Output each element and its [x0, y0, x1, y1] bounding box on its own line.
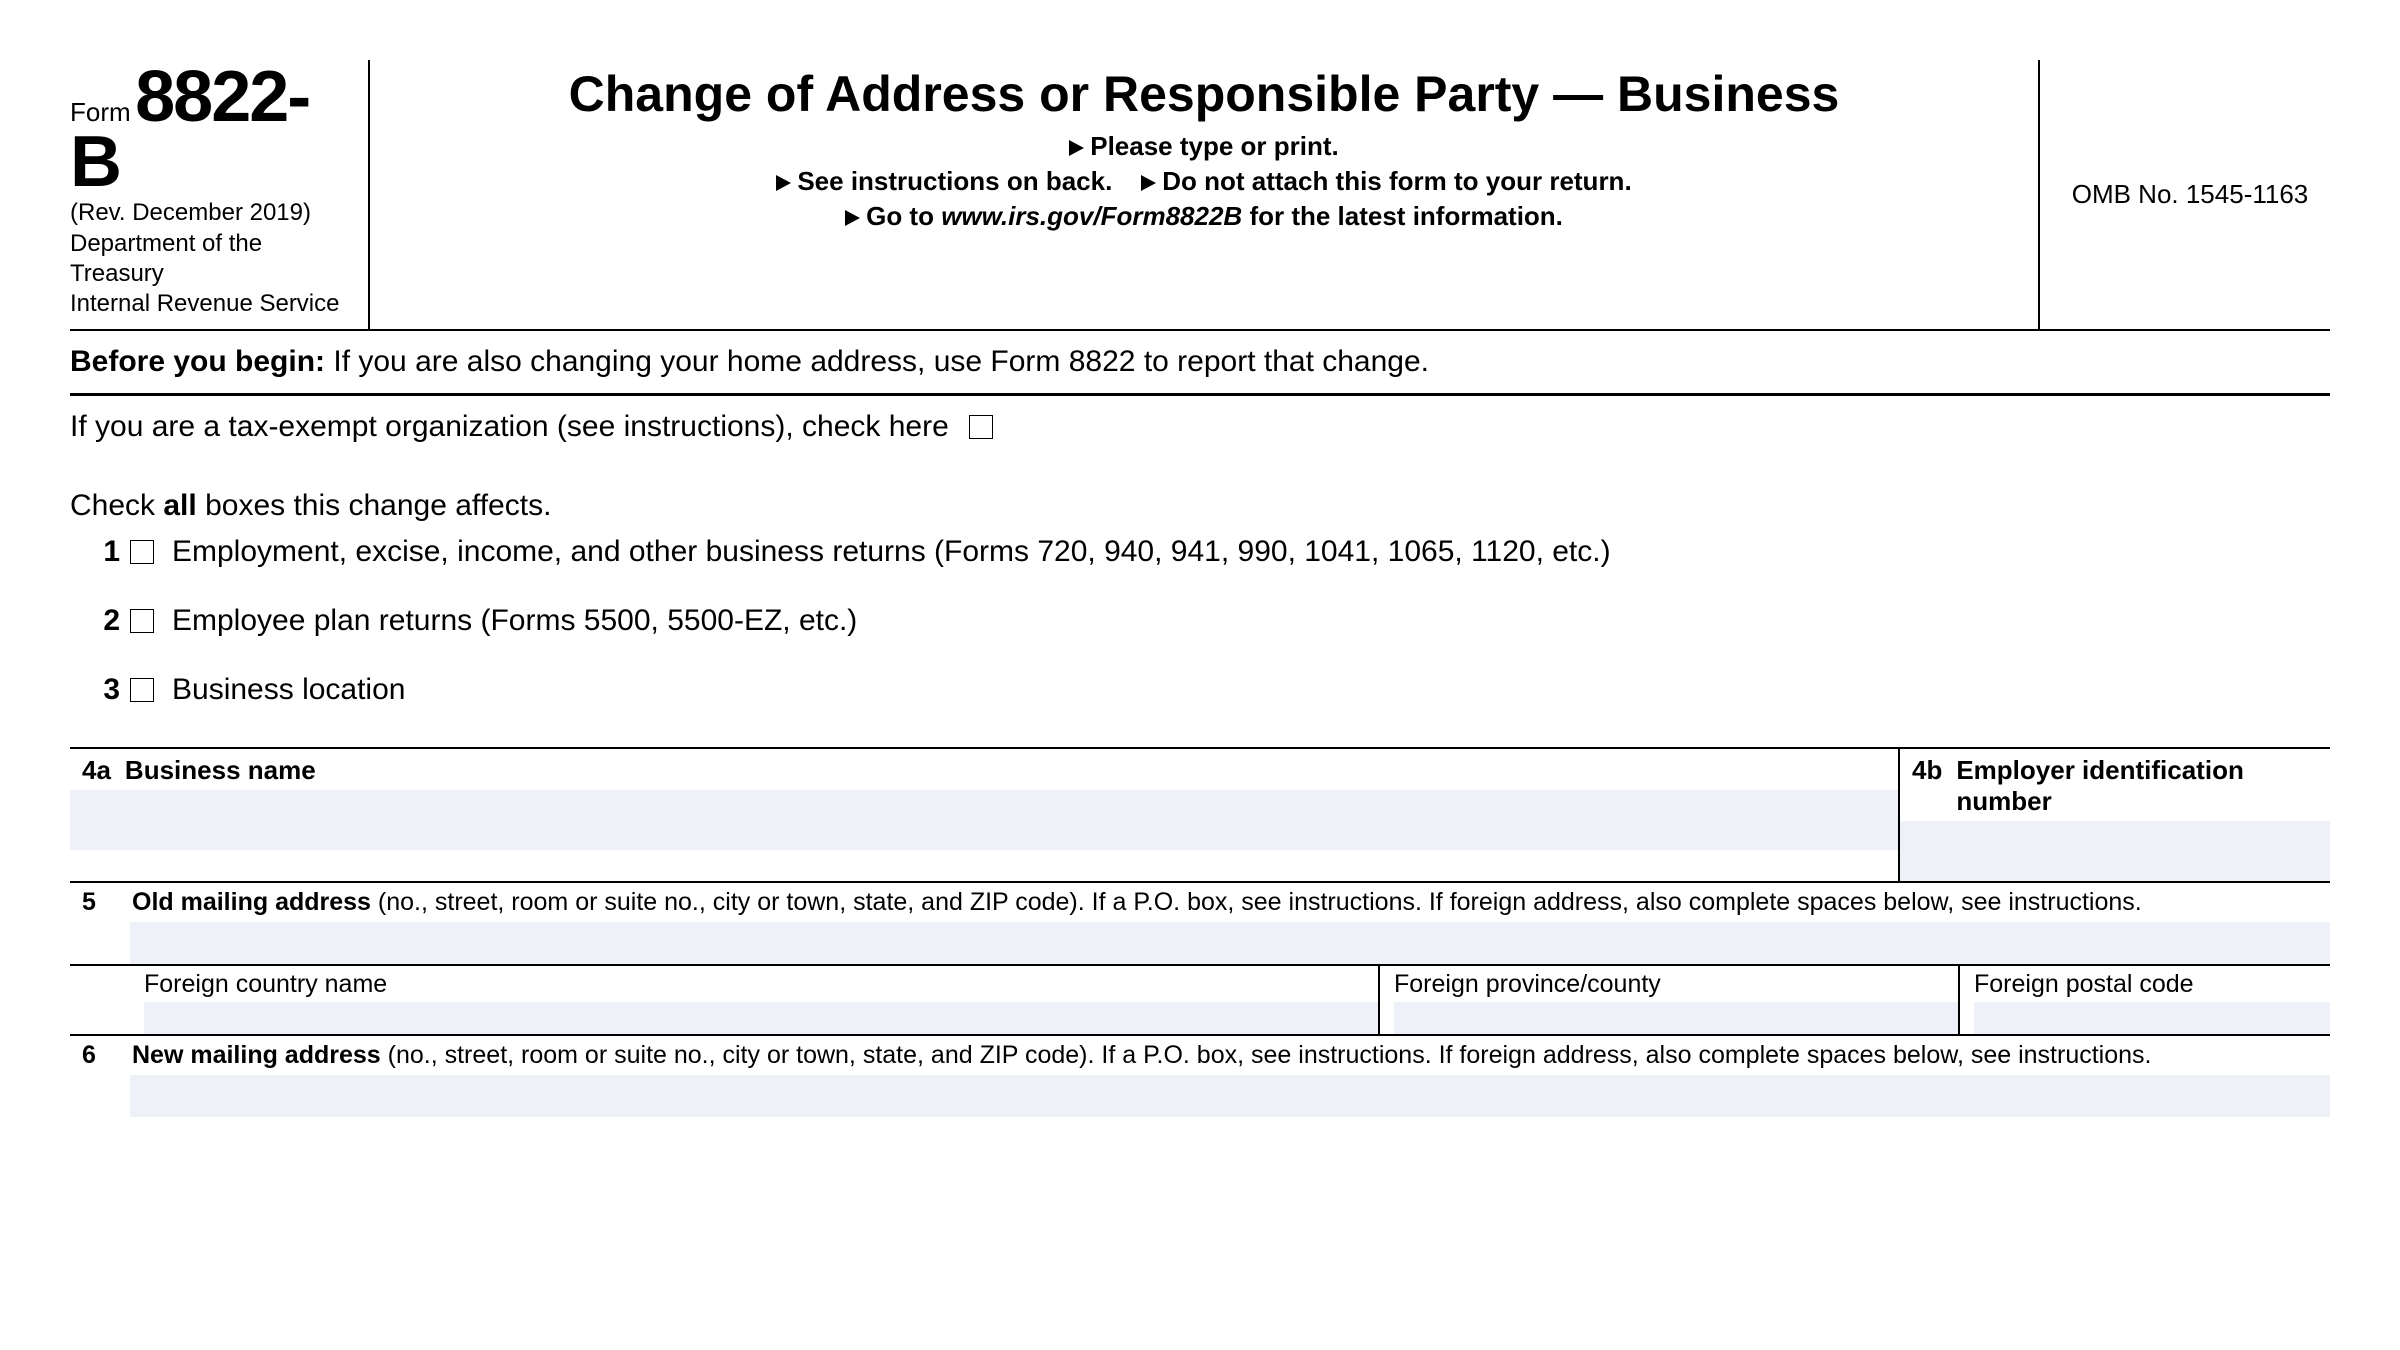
- section-4b: 4b Employer identification number: [1900, 749, 2330, 881]
- foreign-province-cell: Foreign province/county: [1380, 966, 1960, 1034]
- txt-5-rest: (no., street, room or suite no., city or…: [378, 888, 2142, 916]
- label-6: 6 New mailing address (no., street, room…: [70, 1036, 2330, 1075]
- section-6: 6 New mailing address (no., street, room…: [70, 1034, 2330, 1117]
- new-mailing-address-input[interactable]: [130, 1075, 2330, 1117]
- section-4a: 4a Business name: [70, 749, 1900, 881]
- business-name-input[interactable]: [70, 790, 1898, 850]
- label-5: 5 Old mailing address (no., street, room…: [70, 883, 2330, 922]
- form-number-line: Form 8822-B: [70, 65, 353, 195]
- row1-num: 1: [80, 535, 130, 569]
- row1-text: Employment, excise, income, and other bu…: [172, 535, 1611, 569]
- foreign-country-label: Foreign country name: [144, 970, 1378, 999]
- foreign-postal-cell: Foreign postal code: [1960, 966, 2330, 1034]
- label-4a: 4a Business name: [70, 749, 1898, 790]
- triangle-icon: [1069, 140, 1084, 156]
- txt-4b: Employer identification number: [1956, 755, 2330, 817]
- row3-text: Business location: [172, 673, 405, 707]
- row2-text: Employee plan returns (Forms 5500, 5500-…: [172, 604, 857, 638]
- section-5-foreign: Foreign country name Foreign province/co…: [70, 964, 2330, 1034]
- txt-6: New mailing address (no., street, room o…: [132, 1040, 2330, 1071]
- check-row-1: 1 Employment, excise, income, and other …: [70, 535, 2330, 569]
- label-4b: 4b Employer identification number: [1900, 749, 2330, 821]
- row1-checkbox[interactable]: [130, 540, 154, 564]
- num-5: 5: [82, 887, 132, 918]
- row3-checkbox[interactable]: [130, 678, 154, 702]
- before-begin-label: Before you begin:: [70, 345, 333, 378]
- foreign-postal-input[interactable]: [1974, 1002, 2330, 1034]
- form-revision: (Rev. December 2019): [70, 199, 353, 227]
- row2-num: 2: [80, 604, 130, 638]
- header-left: Form 8822-B (Rev. December 2019) Departm…: [70, 60, 370, 329]
- instr-line-2: See instructions on back. Do not attach …: [390, 166, 2018, 197]
- check-all-all: all: [163, 489, 196, 522]
- instr3c: for the latest information.: [1242, 201, 1563, 231]
- num-4b: 4b: [1912, 755, 1942, 786]
- instr1: Please type or print.: [1090, 131, 1339, 161]
- foreign-country-input[interactable]: [144, 1002, 1378, 1034]
- check-row-2: 2 Employee plan returns (Forms 5500, 550…: [70, 604, 2330, 638]
- txt-4a: Business name: [125, 755, 316, 786]
- instr3b: www.irs.gov/Form8822B: [941, 201, 1242, 231]
- triangle-icon: [845, 210, 860, 226]
- instr3a: Go to: [866, 201, 941, 231]
- header-center: Change of Address or Responsible Party —…: [370, 60, 2040, 329]
- before-begin-text: If you are also changing your home addre…: [333, 345, 1429, 378]
- ein-input[interactable]: [1900, 821, 2330, 881]
- check-row-3: 3 Business location: [70, 673, 2330, 707]
- section-4: 4a Business name 4b Employer identificat…: [70, 747, 2330, 881]
- tax-exempt-checkbox[interactable]: [969, 415, 993, 439]
- instr2b: Do not attach this form to your return.: [1162, 166, 1631, 196]
- form-page: Form 8822-B (Rev. December 2019) Departm…: [0, 0, 2400, 1117]
- row3-num: 3: [80, 673, 130, 707]
- check-all-suffix: boxes this change affects.: [197, 489, 552, 522]
- check-all-prefix: Check: [70, 489, 163, 522]
- instr-line-3: Go to www.irs.gov/Form8822B for the late…: [390, 201, 2018, 232]
- form-dept: Department of the Treasury Internal Reve…: [70, 229, 353, 319]
- foreign-province-input[interactable]: [1394, 1002, 1958, 1034]
- form-title: Change of Address or Responsible Party —…: [390, 65, 2018, 123]
- num-4a: 4a: [82, 755, 111, 786]
- instr-line-1: Please type or print.: [390, 131, 2018, 162]
- before-begin-row: Before you begin: If you are also changi…: [70, 331, 2330, 396]
- check-all-label: Check all boxes this change affects.: [70, 489, 2330, 523]
- form-number: 8822-B: [70, 57, 309, 202]
- txt-5: Old mailing address (no., street, room o…: [132, 887, 2330, 918]
- form-header: Form 8822-B (Rev. December 2019) Departm…: [70, 60, 2330, 331]
- section-5: 5 Old mailing address (no., street, room…: [70, 881, 2330, 964]
- foreign-postal-label: Foreign postal code: [1974, 970, 2330, 999]
- tax-exempt-text: If you are a tax-exempt organization (se…: [70, 410, 949, 444]
- instr2a: See instructions on back.: [797, 166, 1112, 196]
- tax-exempt-row: If you are a tax-exempt organization (se…: [70, 396, 2330, 444]
- old-mailing-address-input[interactable]: [130, 922, 2330, 964]
- dept-line1: Department of the Treasury: [70, 230, 262, 287]
- dept-line2: Internal Revenue Service: [70, 290, 339, 317]
- triangle-icon: [776, 175, 791, 191]
- txt-6-bold: New mailing address: [132, 1041, 388, 1069]
- foreign-country-cell: Foreign country name: [130, 966, 1380, 1034]
- foreign-province-label: Foreign province/county: [1394, 970, 1958, 999]
- txt-6-rest: (no., street, room or suite no., city or…: [388, 1041, 2152, 1069]
- txt-5-bold: Old mailing address: [132, 888, 378, 916]
- omb-number: OMB No. 1545-1163: [2072, 179, 2309, 210]
- header-right: OMB No. 1545-1163: [2040, 60, 2330, 329]
- num-6: 6: [82, 1040, 132, 1071]
- row2-checkbox[interactable]: [130, 609, 154, 633]
- triangle-icon: [1141, 175, 1156, 191]
